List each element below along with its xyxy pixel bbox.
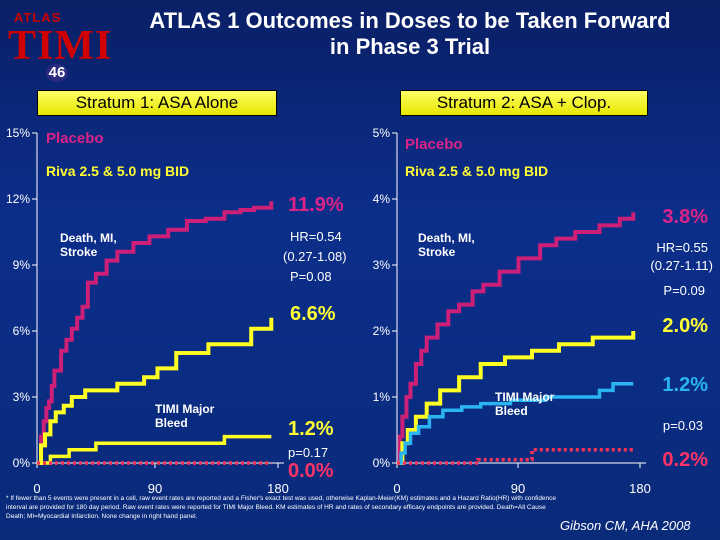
x-tick-label: 0 <box>33 481 40 496</box>
value-bleed-riva-rate: 1.2% <box>288 418 334 440</box>
series-bleed-riva <box>397 382 634 465</box>
y-tick-label: 6% <box>13 324 31 338</box>
panel-stratum-2: 0% 1% 2% 3% 4% 5% 0 90 180 Placebo Riva 2.5 & 5.0 … <box>373 126 713 496</box>
value-bleed-placebo-rate: 0.0% <box>288 460 334 482</box>
legend-placebo: Placebo <box>46 130 104 147</box>
value-bleed-riva-rate: 1.2% <box>662 374 708 396</box>
series-efficacy-placebo <box>397 212 636 465</box>
x-tick-label: 90 <box>148 481 162 496</box>
slide-title: ATLAS 1 Outcomes in Doses to be Taken Fo… <box>110 8 710 60</box>
footnote: * If fewer than 5 events were present in… <box>6 495 557 520</box>
title-line-2: in Phase 3 Trial <box>329 34 491 59</box>
y-tick-label: 3% <box>373 258 391 272</box>
x-tick-label: 180 <box>267 481 289 496</box>
y-tick-label: 12% <box>6 192 30 206</box>
series-efficacy-riva <box>397 331 636 465</box>
value-ci: (0.27-1.08) <box>283 249 347 264</box>
y-tick-label: 9% <box>13 258 31 272</box>
title-line-1: ATLAS 1 Outcomes in Doses to be Taken Fo… <box>149 8 671 33</box>
value-bleed-placebo-rate: 0.2% <box>662 449 708 471</box>
label-timi-major-bleed: TIMI Major Bleed <box>495 390 555 418</box>
y-tick-label: 4% <box>373 192 391 206</box>
x-tick-label: 0 <box>393 481 400 496</box>
series-efficacy-placebo <box>37 201 274 465</box>
logo-number: 46 <box>46 64 68 82</box>
logo-wordmark: ATLAS <box>14 10 62 25</box>
panel-stratum-1: 0% 3% 6% 9% 12% 15% 0 90 180 Placebo Riva 2.5 & 5.… <box>6 126 347 496</box>
y-tick-label: 0% <box>13 456 31 470</box>
value-placebo-rate: 11.9% <box>288 194 344 216</box>
stratum-1-label: Stratum 1: ASA Alone <box>37 90 277 116</box>
series-bleed-riva <box>37 434 272 465</box>
label-timi-major-bleed: TIMI Major Bleed <box>155 402 215 430</box>
x-tick-label: 90 <box>511 481 525 496</box>
legend-placebo: Placebo <box>405 136 463 153</box>
value-placebo-rate: 3.8% <box>662 206 708 228</box>
y-tick-label: 0% <box>373 456 391 470</box>
value-hr: HR=0.55 <box>656 240 708 255</box>
label-death-mi-stroke: Death, MI, Stroke <box>60 231 117 259</box>
citation: Gibson CM, AHA 2008 <box>560 518 691 533</box>
value-riva-rate: 6.6% <box>290 303 336 325</box>
value-hr: HR=0.54 <box>290 229 342 244</box>
value-bleed-p: p=0.17 <box>288 445 328 460</box>
y-tick-label: 15% <box>6 126 30 140</box>
value-p: P=0.08 <box>290 269 332 284</box>
stratum-2-label: Stratum 2: ASA + Clop. <box>400 90 648 116</box>
legend-riva: Riva 2.5 & 5.0 mg BID <box>46 163 189 179</box>
legend-riva: Riva 2.5 & 5.0 mg BID <box>405 163 548 179</box>
label-death-mi-stroke: Death, MI, Stroke <box>418 231 475 259</box>
value-ci: (0.27-1.11) <box>650 258 713 273</box>
series-bleed-placebo <box>397 448 634 465</box>
x-tick-label: 180 <box>629 481 651 496</box>
value-p: P=0.09 <box>663 283 705 298</box>
logo-timi: TIMI <box>8 23 113 69</box>
y-tick-label: 2% <box>373 324 391 338</box>
y-tick-label: 5% <box>373 126 391 140</box>
y-tick-label: 1% <box>373 390 391 404</box>
value-bleed-p: p=0.03 <box>663 418 703 433</box>
value-riva-rate: 2.0% <box>662 315 708 337</box>
y-tick-label: 3% <box>13 390 31 404</box>
series-efficacy-riva <box>37 317 274 465</box>
